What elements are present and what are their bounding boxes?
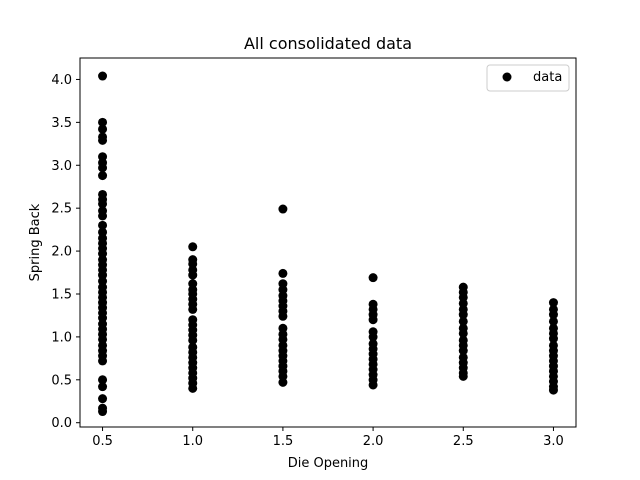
y-tick-label: 4.0	[51, 73, 72, 88]
data-point	[188, 242, 198, 252]
y-tick-label: 2.0	[51, 245, 72, 260]
data-point	[368, 273, 378, 283]
data-point	[188, 383, 198, 393]
data-point	[98, 394, 108, 404]
data-point	[188, 335, 198, 345]
data-point	[98, 211, 108, 221]
y-tick-label: 1.0	[51, 330, 72, 345]
data-point	[458, 316, 468, 326]
data-point	[458, 328, 468, 338]
data-point	[98, 199, 108, 209]
y-tick-label: 1.5	[51, 287, 72, 302]
data-point	[368, 380, 378, 390]
data-point	[98, 124, 108, 134]
x-tick-label: 3.0	[543, 434, 564, 449]
data-point	[548, 334, 558, 344]
data-point	[98, 407, 108, 417]
x-tick-label: 2.5	[453, 434, 474, 449]
data-point	[458, 346, 468, 356]
x-tick-label: 1.5	[273, 434, 294, 449]
data-point	[458, 310, 468, 320]
data-point	[278, 377, 288, 387]
data-point	[98, 71, 108, 81]
y-tick-label: 3.0	[51, 159, 72, 174]
data-point	[98, 117, 108, 127]
y-tick-label: 3.5	[51, 116, 72, 131]
legend-marker	[502, 72, 512, 82]
data-point	[368, 315, 378, 325]
x-axis-label: Die Opening	[288, 456, 369, 471]
data-point	[98, 382, 108, 392]
data-point	[98, 171, 108, 181]
y-tick-label: 2.5	[51, 202, 72, 217]
data-point	[548, 316, 558, 326]
data-point	[548, 385, 558, 395]
y-tick-label: 0.5	[51, 373, 72, 388]
y-tick-label: 0.0	[51, 416, 72, 431]
data-point	[278, 311, 288, 321]
axis-ticks: 0.5 1.0 1.5 2.0 2.5 3.0 0.0 0.5 1.0 1.5 2.0 2.5 3.0 3…	[51, 73, 563, 449]
data-point	[548, 298, 558, 308]
data-point	[278, 204, 288, 214]
y-axis-label: Spring Back	[28, 203, 43, 281]
data-point	[188, 304, 198, 314]
data-point	[98, 135, 108, 145]
chart-title: All consolidated data	[244, 34, 412, 53]
x-tick-label: 0.5	[92, 434, 113, 449]
data-point	[548, 310, 558, 320]
data-points	[98, 71, 558, 417]
data-point	[278, 268, 288, 278]
data-point	[368, 332, 378, 342]
x-tick-label: 1.0	[182, 434, 203, 449]
legend-box	[486, 64, 570, 92]
legend: data	[486, 64, 570, 92]
data-point	[98, 375, 108, 385]
data-point	[98, 163, 108, 173]
data-point	[188, 270, 198, 280]
plot-frame	[79, 57, 577, 428]
data-point	[98, 356, 108, 366]
data-point	[458, 371, 468, 381]
x-tick-label: 2.0	[363, 434, 384, 449]
legend-label: data	[533, 70, 562, 85]
data-point	[98, 220, 108, 230]
